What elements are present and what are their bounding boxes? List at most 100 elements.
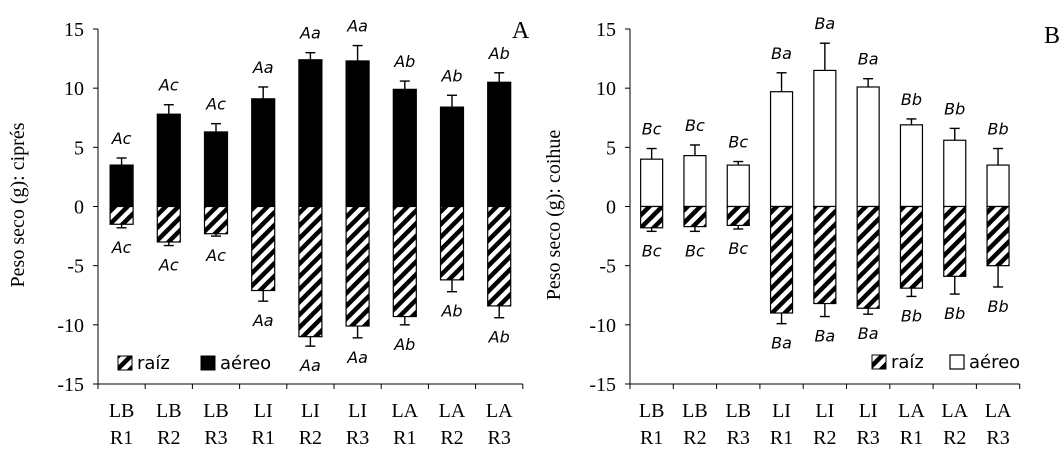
y-tick-label: 10 — [596, 78, 616, 100]
x-tick-label-line1: LB — [109, 400, 135, 422]
bar-aereo — [439, 106, 465, 208]
bar-aereo — [813, 69, 837, 208]
panel-letter: B — [1044, 23, 1060, 49]
bar-raiz — [487, 205, 512, 307]
x-tick-label-line1: LI — [301, 400, 320, 422]
y-axis-label: Peso seco (g): coihue — [543, 130, 565, 301]
y-tick-label: 15 — [64, 19, 84, 41]
x-tick-label-line2: R1 — [393, 427, 416, 449]
bar-aereo — [899, 124, 924, 208]
data-label-raiz: Bb — [987, 297, 1008, 316]
x-tick-label-line1: LA — [898, 400, 925, 422]
y-axis-ticks: -15 -10 -5 0 5 10 15 — [57, 19, 524, 396]
x-tick-label-line2: R1 — [252, 427, 275, 449]
bar-aereo — [156, 113, 181, 208]
data-label-aereo: Ba — [814, 14, 835, 33]
x-tick-label-line1: LI — [815, 400, 834, 422]
y-tick-label: -5 — [599, 256, 616, 278]
y-axis-ticks: -15 -10 -5 0 5 10 15 — [589, 19, 1021, 396]
data-label-aereo: Bc — [685, 116, 705, 135]
bar-aereo — [769, 91, 794, 208]
data-label-aereo: Ac — [111, 129, 132, 148]
data-label-raiz: Ba — [814, 327, 835, 346]
bar-raiz — [943, 205, 967, 277]
legend-swatch-raiz — [117, 355, 133, 371]
data-label-raiz: Ab — [393, 335, 415, 354]
data-label-raiz: Ac — [205, 246, 226, 265]
data-label-aereo: Aa — [346, 17, 368, 36]
x-tick-label-line1: LB — [156, 400, 182, 422]
x-tick-label-line2: R2 — [157, 427, 180, 449]
legend: raíz aéreo — [117, 353, 271, 374]
x-tick-label-line2: R1 — [900, 427, 923, 449]
panel-a: A Peso seco (g): ciprés -15 -10 -5 0 5 10 15 A… — [7, 17, 530, 449]
bar-aereo — [683, 155, 707, 208]
x-tick-label-line2: R2 — [683, 427, 706, 449]
legend-swatch-aereo — [949, 354, 965, 370]
bar-aereo — [856, 86, 880, 208]
x-tick-label-line1: LI — [859, 400, 878, 422]
legend-swatch-aereo — [200, 355, 216, 371]
data-label-raiz: Ab — [488, 328, 510, 347]
data-label-raiz: Bc — [685, 241, 705, 260]
data-label-raiz: Aa — [299, 356, 321, 375]
bar-aereo — [345, 60, 370, 208]
data-label-aereo: Bc — [642, 120, 662, 139]
bar-raiz — [899, 205, 924, 289]
x-tick-label-line2: R3 — [346, 427, 369, 449]
bar-raiz — [439, 205, 465, 281]
data-label-raiz: Bb — [944, 304, 965, 323]
bars: Ac Ac Ac Ac Ac Ac Aa Aa Aa Aa Aa Aa Ab Ab Ab Ab Ab Ab — [109, 17, 512, 375]
x-tick-label-line2: R2 — [943, 427, 966, 449]
bar-aereo — [986, 164, 1010, 208]
bar-raiz — [392, 205, 417, 318]
legend-label-raiz: raíz — [137, 353, 170, 374]
x-tick-label-line2: R2 — [813, 427, 836, 449]
bars: Bc Bc Bc Bc Bc Bc Ba Ba Ba Ba Ba Ba Bb Bb Bb Bb Bb Bb — [640, 14, 1010, 353]
panel-b: B Peso seco (g): coihue -15 -10 -5 0 5 10 15 B… — [543, 14, 1060, 449]
bar-aereo — [943, 139, 967, 208]
data-label-raiz: Aa — [346, 348, 368, 367]
data-label-raiz: Ac — [158, 256, 179, 275]
data-label-aereo: Ab — [393, 52, 415, 71]
data-label-aereo: Ab — [488, 44, 510, 63]
data-label-aereo: Aa — [299, 24, 321, 43]
panel-letter: A — [512, 18, 530, 44]
bar-raiz — [726, 205, 750, 227]
x-tick-label-line1: LA — [985, 400, 1012, 422]
data-label-raiz: Ba — [771, 334, 792, 353]
x-tick-label-line2: R3 — [204, 427, 227, 449]
x-tick-label-line1: LB — [203, 400, 229, 422]
x-tick-label-line2: R3 — [856, 427, 879, 449]
y-axis-label: Peso seco (g): ciprés — [7, 122, 29, 287]
x-tick-label-line1: LA — [486, 400, 513, 422]
bar-aereo — [298, 59, 323, 208]
bar-raiz — [640, 205, 664, 229]
bar-raiz — [345, 205, 370, 327]
data-label-aereo: Ab — [440, 66, 462, 85]
bar-raiz — [856, 205, 880, 309]
y-tick-label: 5 — [74, 137, 84, 159]
bar-raiz — [683, 205, 707, 228]
bar-aereo — [109, 164, 134, 208]
y-tick-label: 0 — [606, 197, 616, 219]
y-tick-label: -15 — [57, 374, 84, 396]
bar-aereo — [487, 81, 512, 208]
x-tick-label-line2: R3 — [488, 427, 511, 449]
y-tick-label: -10 — [57, 315, 84, 337]
y-tick-label: -15 — [589, 374, 616, 396]
x-axis-labels: LB R1 LB R2 LB R3 LI R1 LI R2 LI R3 LA R1 LA R2 LA R3 — [639, 400, 1012, 449]
y-tick-label: 15 — [596, 19, 616, 41]
bar-aereo — [203, 131, 229, 208]
data-label-raiz: Bb — [901, 306, 922, 325]
data-label-aereo: Bb — [901, 90, 922, 109]
data-label-aereo: Aa — [252, 58, 274, 77]
bar-aereo — [251, 98, 276, 208]
data-label-raiz: Ba — [858, 324, 879, 343]
x-tick-label-line1: LB — [639, 400, 665, 422]
bar-raiz — [109, 205, 134, 225]
x-tick-label-line2: R3 — [986, 427, 1009, 449]
bar-raiz — [156, 205, 181, 243]
x-tick-label-line2: R1 — [110, 427, 133, 449]
